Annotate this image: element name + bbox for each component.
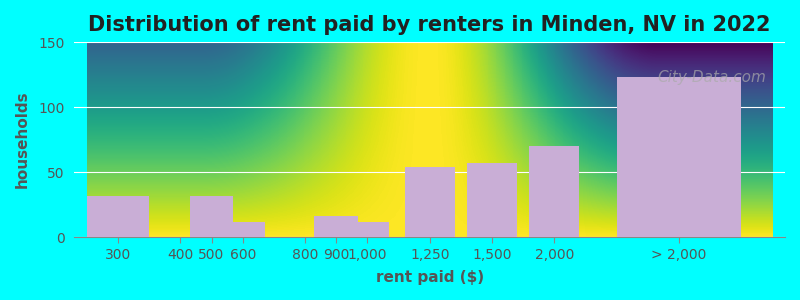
Bar (221, 222, 265, 237)
Text: City-Data.com: City-Data.com (657, 70, 766, 85)
Bar (190, 196, 234, 237)
Title: Distribution of rent paid by renters in Minden, NV in 2022: Distribution of rent paid by renters in … (89, 15, 771, 35)
Bar (314, 216, 358, 237)
Bar (346, 222, 390, 237)
Bar (467, 163, 517, 237)
Bar (530, 146, 579, 237)
Bar (87, 196, 150, 237)
Bar (617, 77, 742, 237)
Bar (405, 167, 454, 237)
Y-axis label: households: households (15, 91, 30, 188)
X-axis label: rent paid ($): rent paid ($) (376, 270, 484, 285)
